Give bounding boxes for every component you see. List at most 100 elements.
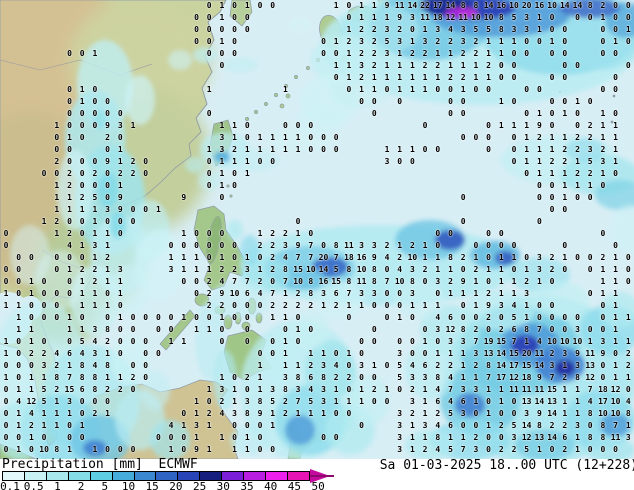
palawan-island (159, 309, 196, 351)
precip-value: 17 (496, 373, 507, 382)
precip-value: 1 (206, 145, 212, 154)
precip-shade (222, 57, 258, 73)
precip-value: 2 (536, 133, 542, 142)
precip-value: 0 (92, 157, 98, 166)
precip-value: 2 (295, 289, 301, 298)
precip-value: 18 (432, 13, 443, 22)
precip-value: 15 (293, 265, 303, 274)
precip-value: 3 (422, 37, 428, 46)
precip-value: 1 (67, 325, 72, 334)
precip-value: 3 (282, 241, 288, 250)
precip-value: 2 (575, 169, 580, 178)
precip-value: 0 (155, 325, 161, 334)
precip-value: 0 (549, 301, 555, 310)
precip-value: 0 (384, 301, 390, 310)
precip-value: 1 (67, 265, 72, 274)
precip-value: 2 (549, 349, 555, 358)
precip-value: 2 (270, 229, 276, 238)
precip-value: 1 (486, 73, 492, 82)
precip-value: 11 (394, 1, 405, 10)
precip-value: 0 (397, 337, 403, 346)
precip-value: 1 (448, 349, 453, 358)
precip-value: 1 (105, 373, 111, 382)
precip-value: 0 (549, 49, 555, 58)
precip-value: 0 (562, 241, 568, 250)
legend-parameter: Precipitation (2, 457, 104, 472)
precip-value: 1 (422, 433, 428, 442)
precip-value: 1 (575, 445, 580, 454)
precip-value: 6 (333, 289, 339, 298)
precip-value: 1 (3, 337, 9, 346)
precip-value: 2 (92, 277, 98, 286)
precip-value: 0 (67, 145, 72, 154)
precip-value: 1 (295, 133, 301, 142)
precip-value: 0 (41, 289, 47, 298)
precip-value: 0 (232, 37, 238, 46)
precip-value: 6 (308, 373, 314, 382)
precip-value: 1 (295, 145, 301, 154)
precip-value: 0 (244, 421, 250, 430)
precip-value: 0 (181, 241, 187, 250)
precip-value: 0 (613, 85, 619, 94)
luzon-island (193, 205, 247, 291)
precip-value: 1 (333, 37, 339, 46)
precip-value: 1 (511, 121, 517, 130)
precip-value: 6 (244, 289, 250, 298)
precip-value: 1 (282, 361, 288, 370)
precip-value: 2 (346, 37, 352, 46)
precip-value: 0 (511, 157, 517, 166)
precip-value: 1 (295, 361, 301, 370)
precip-value: 0 (460, 301, 466, 310)
precip-value: 3 (92, 325, 98, 334)
precip-value: 1 (562, 133, 568, 142)
precip-value: 5 (41, 385, 47, 394)
precip-value: 0 (473, 241, 479, 250)
precip-value: 10 (471, 13, 481, 22)
precip-value: 1 (473, 61, 479, 70)
precip-value: 0 (498, 229, 504, 238)
precip-value: 3 (511, 25, 517, 34)
precip-value: 0 (257, 301, 263, 310)
precip-value: 3 (321, 397, 326, 406)
precip-value: 10 (572, 337, 583, 346)
precip-value: 0 (105, 97, 111, 106)
precip-value: 3 (282, 373, 288, 382)
precip-value: 0 (130, 217, 136, 226)
precip-value: 1 (282, 145, 288, 154)
precip-value: 4 (219, 409, 225, 418)
precip-value: 0 (473, 409, 479, 418)
precip-value: 0 (371, 397, 377, 406)
precip-value: 3 (244, 265, 250, 274)
precip-value: 1 (435, 49, 441, 58)
precip-value: 1 (181, 265, 187, 274)
precip-value: 0 (270, 277, 276, 286)
precip-value: 0 (600, 49, 606, 58)
precip-shade (140, 370, 170, 410)
precip-value: 14 (496, 349, 507, 358)
precip-value: 1 (16, 385, 22, 394)
colorbar-tick-label: 35 (240, 480, 254, 490)
precip-value: 1 (105, 265, 111, 274)
precip-value: 1 (422, 385, 428, 394)
precip-value: 3 (473, 349, 479, 358)
precip-value: 0 (460, 109, 466, 118)
precip-value: 0 (41, 301, 47, 310)
precip-value: 1 (92, 301, 98, 310)
colorbar-segment (68, 472, 91, 480)
colorbar-tick-label: 0.1 (0, 480, 20, 490)
precip-value: 5 (308, 397, 314, 406)
precip-value: 0 (79, 181, 85, 190)
precip-value: 1 (41, 373, 47, 382)
precip-value: 2 (371, 385, 377, 394)
precip-value: 7 (270, 289, 276, 298)
precip-shade (240, 235, 260, 265)
precip-value: 2 (448, 73, 453, 82)
precip-value: 1 (575, 97, 580, 106)
precip-value: 0 (498, 433, 504, 442)
precip-value: 8 (257, 397, 263, 406)
precip-value: 2 (371, 49, 377, 58)
precip-value: 1 (194, 265, 199, 274)
precip-value: 0 (194, 277, 199, 286)
precip-value: 1 (117, 313, 123, 322)
precip-value: 0 (409, 313, 415, 322)
